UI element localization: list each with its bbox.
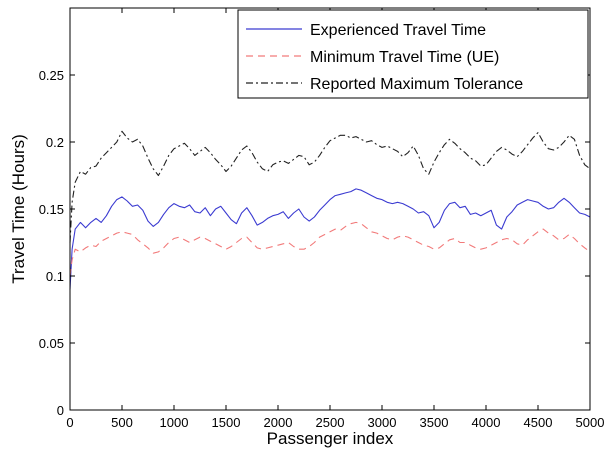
x-tick-label: 2000	[264, 415, 293, 430]
x-tick-label: 0	[66, 415, 73, 430]
legend-label-1: Experienced Travel Time	[310, 22, 486, 39]
series-line-3	[69, 130, 591, 243]
x-tick-label: 5000	[576, 415, 605, 430]
series-line-1	[69, 188, 591, 290]
x-tick-label: 500	[111, 415, 133, 430]
y-tick-label: 0.25	[39, 68, 64, 83]
y-tick-label: 0.2	[46, 135, 64, 150]
legend-entries: Experienced Travel Time Minimum Travel Ti…	[246, 22, 523, 93]
x-tick-label: 4000	[472, 415, 501, 430]
series-line-2	[69, 221, 591, 277]
x-tick-label: 1000	[160, 415, 189, 430]
y-tick-label: 0.15	[39, 202, 64, 217]
x-tick-label: 2500	[316, 415, 345, 430]
x-axis-label: Passenger index	[267, 429, 394, 448]
x-tick-label: 3500	[420, 415, 449, 430]
x-tick-label: 3000	[368, 415, 397, 430]
legend-label-3: Reported Maximum Tolerance	[310, 76, 523, 93]
y-tick-label: 0.1	[46, 269, 64, 284]
y-tick-label: 0	[57, 403, 64, 418]
y-tick-label: 0.05	[39, 336, 64, 351]
x-tick-label: 4500	[524, 415, 553, 430]
legend: Experienced Travel Time Minimum Travel Ti…	[237, 9, 589, 99]
legend-label-2: Minimum Travel Time (UE)	[310, 49, 499, 66]
y-axis-label: Travel Time (Hours)	[9, 134, 28, 284]
series-layer	[69, 130, 591, 290]
ticks-layer: 0 500 1000 1500 2000 2500 3000 3500 4000 4500 5000…	[39, 8, 605, 430]
x-tick-label: 1500	[212, 415, 241, 430]
